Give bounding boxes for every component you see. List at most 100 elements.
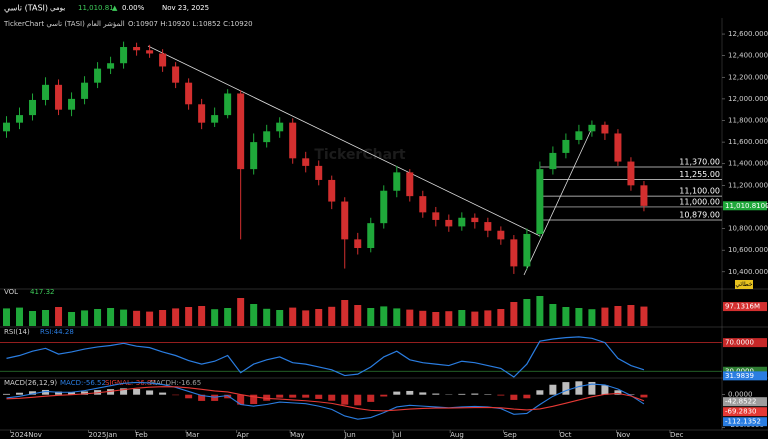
histogram-bar [16, 392, 24, 395]
symbol: تاسي (TASI) [4, 4, 48, 13]
volume-bar [354, 305, 362, 326]
rsi-line [6, 336, 645, 378]
candle-body [81, 82, 89, 99]
histogram-bar [315, 394, 323, 399]
y-tick-label-box [723, 366, 767, 376]
volume-bar [328, 306, 336, 326]
volume-bar [315, 309, 323, 326]
y-tick-label: 11,600.000 [728, 138, 768, 146]
volume-bar [302, 310, 310, 326]
candle-body [393, 172, 401, 191]
volume-bar [289, 307, 297, 326]
candle-body [263, 131, 271, 143]
volume-bar [120, 309, 128, 326]
x-tick-label: Mar [186, 431, 199, 439]
histogram-bar [497, 394, 505, 396]
x-tick-label: May [290, 431, 304, 439]
candle-body [588, 124, 596, 132]
histogram-bar [367, 394, 375, 402]
volume-bar [146, 311, 154, 326]
histogram-bar [614, 390, 622, 395]
candle-body [16, 115, 24, 123]
candle-body [549, 152, 557, 170]
y-tick-label-box [723, 338, 767, 348]
y-tick-label: 10,600.000 [728, 246, 768, 254]
histogram-bar [55, 391, 63, 395]
volume-bar [237, 298, 245, 326]
volume-bar [250, 304, 258, 326]
histogram-bar [510, 394, 518, 400]
candle-body [120, 47, 128, 64]
candle-body [133, 47, 141, 51]
date: Nov 23, 2025 [162, 4, 209, 12]
volume-bar [380, 306, 388, 326]
histogram-bar [341, 394, 349, 405]
candle-body [341, 201, 349, 240]
legend-entry: MACD:-56.52 [60, 379, 106, 387]
panel-legend: RSI:44.28 [40, 328, 74, 336]
volume-bar [68, 312, 76, 326]
candle-body [250, 142, 258, 170]
histogram-bar [237, 394, 245, 405]
volume-bar [94, 309, 102, 326]
price: 11,010.81 [78, 4, 114, 12]
volume-last: 97.1316M [725, 303, 760, 311]
volume-bar [3, 308, 11, 326]
histogram-bar [549, 384, 557, 395]
last-price-box [723, 201, 767, 211]
y-tick-label: 10,400.000 [728, 268, 768, 276]
note: خطائي [735, 281, 752, 288]
macd-line [6, 386, 645, 412]
x-tick-label: Oct [559, 431, 571, 439]
x-tick-label: Nov [617, 431, 631, 439]
candle-body [94, 68, 102, 83]
volume-bar [419, 310, 427, 326]
candle-body [328, 179, 336, 202]
volume-bar [575, 308, 583, 326]
candle-body [562, 139, 570, 153]
candle-body [367, 223, 375, 249]
candle-body [510, 239, 518, 267]
histogram-bar [81, 391, 89, 395]
volume-bar [471, 311, 479, 326]
candle-body [237, 93, 245, 170]
level-label: 10,879.00 [679, 211, 720, 220]
candle-body [302, 158, 310, 166]
candle-body [55, 84, 63, 110]
change: 0.00% [122, 4, 145, 12]
candle-body [198, 104, 206, 123]
volume-bar [276, 310, 284, 326]
value-marker-box [723, 417, 767, 427]
volume-bar [367, 308, 375, 326]
volume-bar [42, 310, 50, 326]
histogram-bar [224, 394, 232, 399]
candle-body [484, 222, 492, 231]
volume-bar [211, 309, 219, 326]
panel-legend: 417.32 [30, 288, 55, 296]
histogram-bar [211, 394, 219, 401]
volume-bar [224, 308, 232, 326]
last-price: 11,010.8100 [725, 202, 768, 210]
histogram-bar [640, 394, 648, 398]
volume-bar [341, 300, 349, 326]
volume-bar [484, 310, 492, 326]
candle-body [315, 165, 323, 180]
histogram-bar [289, 394, 297, 398]
volume-bar [185, 307, 193, 326]
volume-bar [458, 310, 466, 326]
rsi-last-box [723, 371, 767, 381]
candle-body [497, 230, 505, 240]
volume-bar [601, 307, 609, 326]
histogram-bar [146, 390, 154, 395]
volume-last-box [723, 302, 767, 312]
y-tick-label: 12,000.000 [728, 95, 768, 103]
histogram-bar [432, 393, 440, 395]
candle-body [42, 84, 50, 100]
volume-bar [393, 308, 401, 326]
histogram-bar [159, 392, 167, 395]
level-label: 11,370.00 [679, 157, 720, 166]
trend-line [147, 45, 541, 237]
y-tick-label: 70.0000 [725, 339, 754, 347]
x-tick-label: Dec [670, 431, 684, 439]
